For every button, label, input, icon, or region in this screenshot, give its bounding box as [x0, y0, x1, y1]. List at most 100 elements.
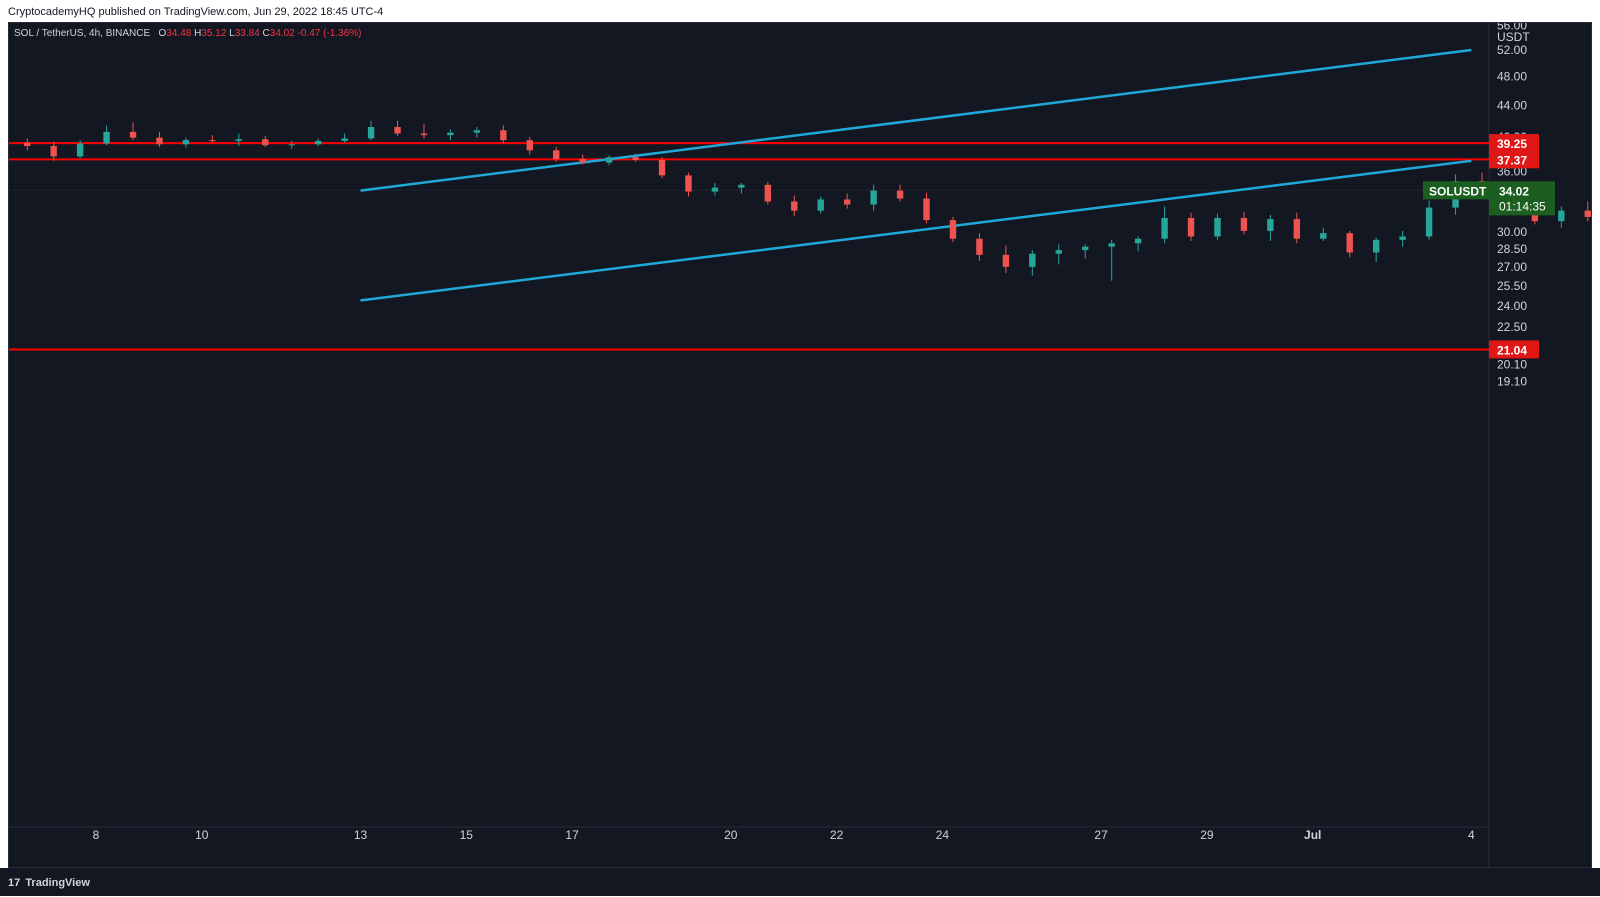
candle-body: [76, 143, 84, 157]
candle-body: [1346, 233, 1353, 253]
candle-body: [1584, 210, 1591, 217]
candle-body: [24, 142, 31, 147]
candle-body: [658, 159, 666, 176]
level-price-label: 39.25: [1497, 137, 1527, 151]
candle-body: [129, 131, 137, 138]
candle-body: [949, 220, 957, 239]
candle-body: [870, 190, 877, 205]
price-tick-label: 28.50: [1497, 242, 1527, 256]
candle-body: [288, 144, 295, 146]
publisher-header: CryptocademyHQ published on TradingView.…: [0, 0, 1600, 24]
level-price-label: 37.37: [1497, 153, 1527, 167]
candle-body: [1055, 250, 1062, 254]
candle-body: [209, 140, 216, 142]
price-tick-label: 48.00: [1497, 69, 1527, 83]
chart-frame[interactable]: USDT19.1020.1021.3022.5024.0025.5027.002…: [8, 22, 1593, 869]
time-tick-label: 27: [1094, 828, 1108, 842]
candle-body: [1161, 217, 1168, 239]
time-tick-label: 17: [565, 828, 579, 842]
candle-body: [605, 157, 613, 163]
price-tick-label: 19.10: [1497, 374, 1527, 388]
candle-body: [420, 133, 428, 136]
level-price-tag: [1489, 134, 1539, 153]
candle-body: [1425, 207, 1433, 237]
candle-body: [1558, 210, 1565, 222]
candle-body: [1134, 238, 1142, 244]
time-tick-label: 24: [936, 828, 950, 842]
candle-body: [1293, 219, 1301, 239]
price-tick-label: 30.00: [1497, 225, 1527, 239]
time-tick-label: 8: [93, 828, 100, 842]
change-value: -0.47 (-1.36%): [297, 28, 362, 39]
candle-body: [1002, 254, 1010, 267]
candle-body: [103, 131, 110, 144]
candle-body: [1267, 219, 1274, 231]
close-label: C: [262, 28, 270, 39]
time-tick-label: 4: [1468, 828, 1475, 842]
channel-lower-line[interactable]: [360, 159, 1472, 302]
time-tick-label: 10: [195, 828, 209, 842]
symbol-legend: SOL / TetherUS, 4h, BINANCE O34.48 H35.1…: [14, 28, 362, 39]
tradingview-logo-mark: 17: [8, 877, 21, 889]
candle-body: [262, 139, 269, 146]
level-price-tag: [1489, 340, 1539, 359]
candle-body: [182, 140, 190, 145]
candle-body: [500, 130, 507, 141]
time-tick-label: 15: [460, 828, 474, 842]
candle-body: [314, 140, 322, 145]
time-tick-label: Jul: [1304, 828, 1321, 842]
time-tick-label: 13: [354, 828, 368, 842]
candle-body: [1187, 217, 1195, 237]
time-tick-label: 22: [830, 828, 844, 842]
price-tick-label: 22.50: [1497, 320, 1527, 334]
candle-body: [1029, 253, 1036, 267]
price-chart[interactable]: USDT19.1020.1021.3022.5024.0025.5027.002…: [9, 23, 1593, 869]
close-value: 34.02: [269, 28, 295, 39]
tradingview-brand: TradingView: [25, 877, 90, 889]
price-tick-label: 24.00: [1497, 299, 1527, 313]
candle-body: [473, 130, 481, 133]
candle-body: [738, 184, 745, 188]
price-tick-label: 52.00: [1497, 43, 1527, 57]
candle-body: [1320, 233, 1327, 239]
level-price-label: 21.04: [1497, 343, 1527, 357]
candle-body: [1108, 243, 1115, 247]
symbol-price-tag: [1423, 181, 1489, 200]
candle-body: [235, 139, 243, 141]
candle-body: [1372, 239, 1380, 253]
candle-body: [579, 159, 586, 163]
candle-body: [843, 199, 851, 205]
high-value: 35.12: [201, 28, 227, 39]
open-label: O: [158, 28, 167, 39]
candle-body: [367, 127, 375, 139]
open-value: 34.48: [166, 28, 192, 39]
candle-body: [976, 238, 983, 255]
candle-body: [394, 127, 401, 134]
price-tick-label: 27.00: [1497, 260, 1527, 274]
low-value: 33.84: [234, 28, 260, 39]
price-tick-label: 20.10: [1497, 358, 1527, 372]
price-tick-label: 44.00: [1497, 98, 1527, 112]
candle-body: [1240, 217, 1248, 231]
channel-upper-line[interactable]: [360, 48, 1472, 192]
candle-body: [817, 199, 824, 211]
candle-body: [156, 137, 163, 145]
current-price-label: 34.02: [1499, 184, 1529, 198]
candle-body: [341, 138, 348, 141]
candle-body: [923, 198, 930, 221]
level-price-tag: [1489, 150, 1539, 169]
candle-body: [447, 132, 454, 136]
candle-body: [791, 201, 798, 211]
candle-body: [632, 157, 639, 160]
price-tick-label: 25.50: [1497, 279, 1527, 293]
low-label: L: [229, 28, 235, 39]
candle-body: [764, 184, 772, 202]
candle-body: [711, 187, 719, 192]
tradingview-logo[interactable]: 17 TradingView: [0, 869, 90, 897]
high-label: H: [194, 28, 202, 39]
candle-body: [685, 175, 692, 192]
current-price-tag: [1489, 181, 1555, 216]
price-tick-label: 56.00: [1497, 23, 1527, 32]
price-axis-unit: USDT: [1497, 30, 1530, 44]
tradingview-footer: 17 TradingView: [0, 868, 1600, 896]
